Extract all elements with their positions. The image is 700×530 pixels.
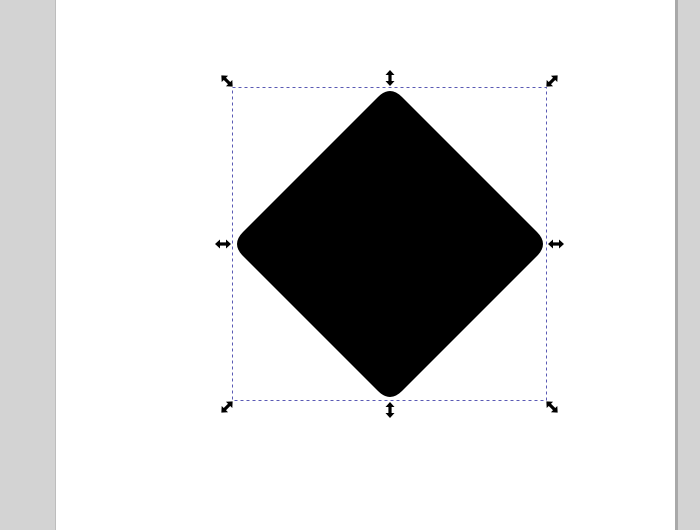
vertical-double-arrow-icon [385,70,395,86]
scale-handle-bottom-right[interactable] [543,398,561,416]
horizontal-double-arrow-icon [215,239,231,249]
diagonal-double-arrow-icon [543,398,561,416]
scale-handle-bottom[interactable] [385,402,395,418]
horizontal-double-arrow-icon [548,239,564,249]
selection-bounding-box [232,87,547,401]
scale-handle-right[interactable] [548,239,564,249]
scale-handle-top[interactable] [385,70,395,86]
vertical-double-arrow-icon [385,402,395,418]
scale-handle-left[interactable] [215,239,231,249]
rounded-diamond-shape[interactable] [237,91,543,397]
page-shadow [675,0,678,530]
scale-handle-bottom-left[interactable] [218,398,236,416]
diagonal-double-arrow-icon [218,398,236,416]
